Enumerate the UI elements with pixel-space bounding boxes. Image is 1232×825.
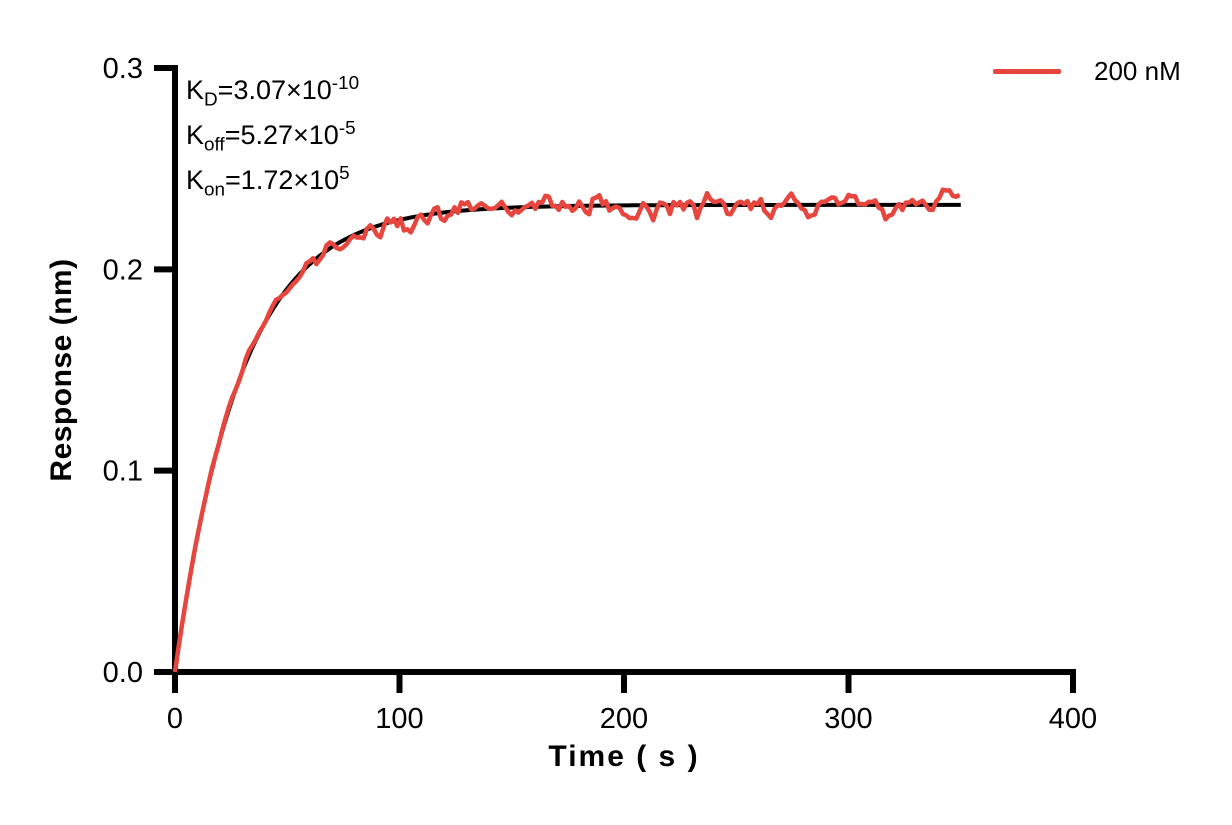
- kon-subscript: on: [204, 179, 226, 201]
- kon-symbol: K: [186, 165, 205, 195]
- y-tick-label: 0.3: [103, 53, 143, 85]
- kd-value: =3.07×10: [217, 75, 332, 105]
- x-axis-title: Time ( s ): [548, 740, 700, 773]
- y-axis-title: Response (nm): [45, 258, 78, 482]
- kon-value: =1.72×10: [225, 165, 340, 195]
- x-tick-label: 400: [1049, 703, 1097, 735]
- kon-exponent: 5: [339, 163, 350, 184]
- fit-curve: [173, 202, 961, 673]
- annotation-koff: Koff=5.27×10-5: [186, 113, 359, 158]
- y-tick-label: 0.0: [103, 657, 143, 689]
- koff-subscript: off: [204, 134, 225, 156]
- koff-symbol: K: [186, 120, 205, 150]
- annotation-kon: Kon=1.72×105: [186, 158, 359, 203]
- y-tick-label: 0.2: [103, 254, 143, 286]
- kinetics-annotations: KD=3.07×10-10 Koff=5.27×10-5 Kon=1.72×10…: [186, 68, 359, 203]
- legend-label: 200 nM: [1094, 56, 1181, 86]
- x-tick-label: 100: [375, 703, 423, 735]
- koff-exponent: -5: [338, 118, 356, 139]
- y-tick-label: 0.1: [103, 456, 143, 488]
- measured-curve: [172, 187, 961, 673]
- x-tick-label: 200: [600, 703, 648, 735]
- kd-subscript: D: [204, 89, 218, 111]
- x-tick-label: 0: [167, 703, 183, 735]
- annotation-kd: KD=3.07×10-10: [186, 68, 359, 113]
- x-tick-label: 300: [824, 703, 872, 735]
- legend: 200 nM: [993, 56, 1181, 87]
- koff-value: =5.27×10: [224, 120, 339, 150]
- kd-symbol: K: [186, 75, 205, 105]
- kd-exponent: -10: [331, 73, 360, 94]
- legend-line-swatch: [993, 69, 1061, 74]
